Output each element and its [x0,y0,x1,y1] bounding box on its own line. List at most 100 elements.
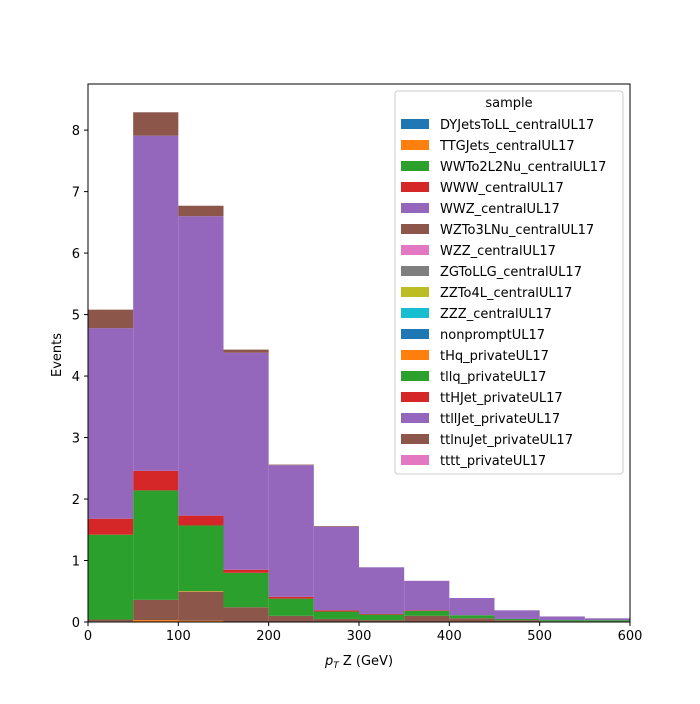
bar-12-bin-7 [404,610,450,616]
legend-label: ZGToLLG_centralUL17 [440,265,582,280]
bar-5-bin-4 [268,615,314,622]
y-tick-label: 2 [72,493,80,508]
bar-14-bin-1 [133,135,179,471]
legend-swatch [401,434,429,444]
bar-1-bin-2 [178,620,224,622]
bar-14-bin-0 [88,328,134,519]
legend-label: ttlnuJet_privateUL17 [440,433,573,448]
legend-swatch [401,308,429,318]
bar-14-bin-4 [268,465,314,597]
legend-label: WWTo2L2Nu_centralUL17 [440,160,606,175]
legend-label: ttHJet_privateUL17 [440,391,563,406]
x-tick-label: 100 [166,629,191,644]
bar-14-bin-11 [584,618,630,621]
bar-12-bin-0 [88,534,134,620]
bar-12-bin-1 [133,490,179,600]
bar-12-bin-5 [313,611,359,619]
legend-title: sample [485,96,532,111]
axes-layer: 0 100 200 300 400 500 600 0 1 2 3 4 5 6 7 8 [72,83,643,644]
x-axis-label: pT Z (GeV) [324,654,393,671]
y-tick-label: 6 [72,247,80,262]
y-tick-label: 3 [72,432,80,447]
x-tick-label: 500 [527,629,552,644]
bar-5-bin-2 [178,591,224,621]
bar-12-bin-4 [268,598,314,616]
bar-14-bin-9 [494,610,540,619]
legend-swatch [401,140,429,150]
bar-13-bin-6 [359,614,405,615]
legend-label: nonpromptUL17 [440,328,545,343]
bar-12-bin-11 [584,620,630,622]
x-tick-label: 0 [84,629,92,644]
bar-14-bin-5 [313,526,359,611]
bar-15-bin-2 [178,205,224,217]
bar-13-bin-5 [313,610,359,612]
y-tick-label: 7 [72,186,80,201]
bar-5-bin-5 [313,618,359,622]
legend-label: ZZZ_centralUL17 [440,307,552,322]
bar-12-bin-8 [449,615,495,619]
bar-13-bin-7 [404,610,450,611]
legend-swatch [401,350,429,360]
bar-13-bin-4 [268,596,314,599]
bar-5-bin-9 [494,620,540,622]
bar-5-bin-6 [359,620,405,622]
bar-12-bin-3 [223,572,269,608]
legend-swatch [401,119,429,129]
bar-13-bin-1 [133,470,179,491]
bar-14-bin-2 [178,216,224,516]
bar-5-bin-3 [223,607,269,622]
bar-15-bin-5 [313,526,359,527]
bar-5-bin-8 [449,618,495,622]
legend-swatch [401,455,429,465]
bar-15-bin-0 [88,309,134,329]
bars-layer [88,112,630,622]
bar-5-bin-7 [404,615,450,622]
legend-label: WWZ_centralUL17 [440,202,560,217]
legend-label: ttllJet_privateUL17 [440,412,560,427]
bar-13-bin-3 [223,569,269,573]
y-tick-label: 4 [72,370,80,385]
legend-swatch [401,266,429,276]
bar-13-bin-0 [88,518,134,535]
bar-5-bin-1 [133,599,179,621]
bar-5-bin-0 [88,619,134,622]
bar-1-bin-1 [133,620,179,622]
legend-swatch [401,371,429,381]
legend-swatch [401,182,429,192]
legend-label: tllq_privateUL17 [440,370,546,385]
bar-15-bin-4 [268,464,314,466]
legend-label: WWW_centralUL17 [440,181,564,196]
bar-12-bin-9 [494,618,540,621]
legend-label: DYJetsToLL_centralUL17 [440,118,594,133]
legend-swatch [401,413,429,423]
legend-frame [394,90,624,475]
legend-swatch [401,287,429,297]
legend-label: WZZ_centralUL17 [440,244,556,259]
y-tick-label: 0 [72,616,80,631]
y-tick-label: 5 [72,309,80,324]
y-axis-label: Events [50,333,65,377]
legend-swatch [401,245,429,255]
y-tick-label: 1 [72,555,80,570]
legend: sample DYJetsToLL_centralUL17 TTGJets_cen… [394,90,624,475]
bar-13-bin-2 [178,515,224,526]
bar-12-bin-6 [359,614,405,621]
legend-label: tttt_privateUL17 [440,454,546,469]
bar-14-bin-3 [223,352,269,570]
legend-swatch [401,203,429,213]
bar-14-bin-8 [449,598,495,616]
y-tick-label: 8 [72,124,80,139]
x-tick-label: 200 [256,629,281,644]
bar-15-bin-3 [223,349,269,353]
x-tick-label: 400 [437,629,462,644]
bar-12-bin-10 [539,620,585,622]
x-tick-label: 600 [618,629,643,644]
bar-14-bin-6 [359,567,405,615]
legend-entries: DYJetsToLL_centralUL17 TTGJets_centralUL1… [401,118,606,469]
legend-swatch [401,392,429,402]
x-tick-label: 300 [347,629,372,644]
bar-14-bin-10 [539,616,585,621]
